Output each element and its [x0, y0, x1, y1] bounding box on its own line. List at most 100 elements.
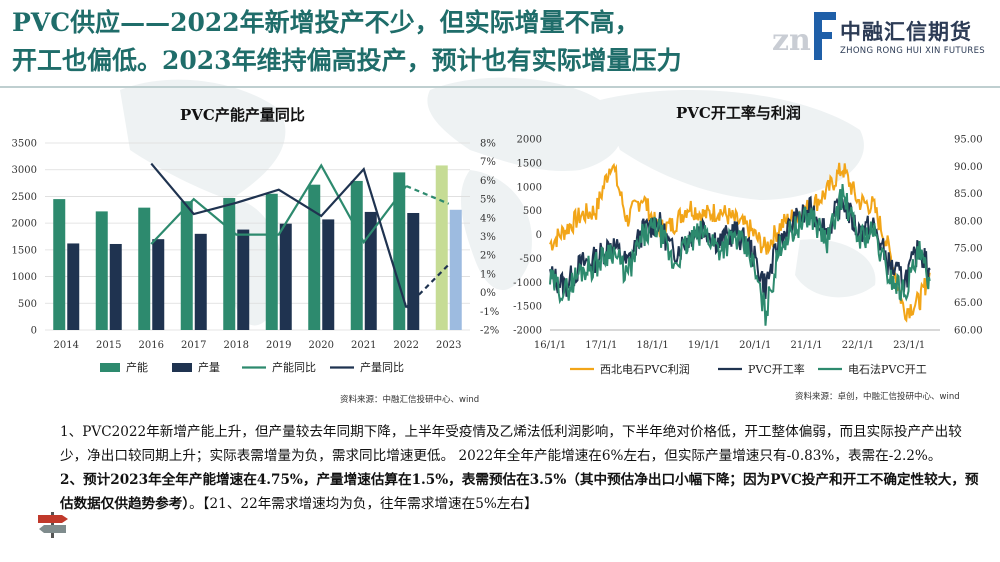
- y-left-tick-label: -2000: [513, 326, 542, 337]
- line-northwest-pvc-profit: [549, 162, 931, 323]
- x-tick-label: 2016: [139, 340, 164, 351]
- y-left-tick-label: -1500: [513, 302, 542, 313]
- line-output-yoy-forecast: [405, 263, 450, 309]
- y-left-tick-label: 2000: [517, 135, 542, 146]
- y-right-tick-label: 65.00: [954, 298, 983, 309]
- y-left-tick-label: 0: [536, 230, 542, 241]
- legend-label: PVC开工率: [748, 362, 805, 376]
- y-right-tick-label: 70.00: [954, 271, 983, 282]
- x-tick-label: 18/1/1: [637, 340, 669, 351]
- y-right-tick-label: 60.00: [954, 326, 983, 337]
- x-tick-label: 2023: [436, 340, 461, 351]
- legend-label: 产量: [198, 360, 220, 374]
- logo-icon: zn: [772, 12, 836, 60]
- y-right-tick-label: 3%: [480, 232, 496, 243]
- bar-capacity: [53, 199, 66, 330]
- logo-chinese-name: 中融汇信期货: [840, 20, 972, 44]
- bar-capacity: [223, 198, 236, 330]
- legend-label: 西北电石PVC利润: [600, 362, 690, 376]
- x-tick-label: 2021: [351, 340, 376, 351]
- chart2-title: PVC开工率与利润: [676, 104, 801, 122]
- paragraph-2-bold: 2、预计2023年全年产能增速在4.75%，产量增速估算在1.5%，表需预估在3…: [60, 472, 979, 512]
- paragraph-1: 1、PVC2022年新增产能上升，但产量较去年同期下降，上半年受疫情及乙烯法低利…: [60, 424, 962, 464]
- y-left-tick-label: 1500: [517, 158, 542, 169]
- y-left-tick-label: 1000: [12, 272, 37, 283]
- y-right-tick-label: -1%: [480, 307, 499, 318]
- legend-label: 产能同比: [272, 360, 316, 374]
- paragraph-2: 2、预计2023年全年产能增速在4.75%，产量增速估算在1.5%，表需预估在3…: [60, 468, 980, 516]
- bar-capacity: [308, 184, 321, 330]
- bar-capacity: [95, 211, 108, 330]
- chart2-source: 资料来源：卓创，中融汇信投研中心、wind: [795, 392, 960, 402]
- x-tick-label: 16/1/1: [534, 340, 566, 351]
- bar-output: [449, 209, 462, 330]
- line-carbide-pvc-operating-rate: [549, 184, 931, 326]
- bar-output: [364, 211, 377, 330]
- page-title: PVC供应——2022年新增投产不少，但实际增量不高， 开工也偏低。2023年维…: [12, 4, 772, 80]
- y-left-tick-label: 2000: [12, 219, 37, 230]
- legend-swatch: [100, 363, 120, 372]
- x-tick-label: 2015: [96, 340, 121, 351]
- y-left-tick-label: 1000: [517, 182, 542, 193]
- bar-output: [279, 223, 292, 330]
- x-tick-label: 22/1/1: [842, 340, 874, 351]
- x-tick-label: 2018: [224, 340, 249, 351]
- y-right-tick-label: 0%: [480, 288, 496, 299]
- y-right-tick-label: 2%: [480, 251, 496, 262]
- y-right-tick-label: 1%: [480, 269, 496, 280]
- y-right-tick-label: 90.00: [954, 162, 983, 173]
- chart1-title: PVC产能产量同比: [180, 106, 305, 124]
- y-left-tick-label: 500: [18, 299, 37, 310]
- bar-capacity: [138, 207, 151, 330]
- x-tick-label: 19/1/1: [688, 340, 720, 351]
- y-right-tick-label: 4%: [480, 213, 496, 224]
- line-pvc-operating-rate: [549, 190, 931, 299]
- y-right-tick-label: 7%: [480, 157, 496, 168]
- legend-swatch: [172, 363, 192, 372]
- title-line-1: PVC供应——2022年新增投产不少，但实际增量不高，: [12, 8, 640, 37]
- logo-english-name: ZHONG RONG HUI XIN FUTURES: [840, 46, 986, 56]
- y-left-tick-label: -1000: [513, 278, 542, 289]
- chart1-source: 资料来源：中融汇信投研中心、wind: [340, 395, 480, 405]
- y-right-tick-label: 80.00: [954, 216, 983, 227]
- y-left-tick-label: 2500: [12, 192, 37, 203]
- y-right-tick-label: 85.00: [954, 189, 983, 200]
- signpost-icon: [38, 512, 68, 538]
- y-left-tick-label: 1500: [12, 245, 37, 256]
- bar-output: [194, 233, 207, 330]
- capacity-output-chart: 0 500 1000 1500 2000 2500 3000 3500 -2% -1% 0% 1% 2%…: [12, 139, 500, 375]
- line-capacity-yoy: [150, 163, 408, 245]
- x-tick-label: 2014: [54, 340, 79, 351]
- x-tick-label: 2020: [309, 340, 334, 351]
- y-right-tick-label: 5%: [480, 195, 496, 206]
- bar-output: [407, 212, 420, 330]
- x-tick-label: 21/1/1: [790, 340, 822, 351]
- bar-capacity: [265, 193, 278, 330]
- y-right-tick-label: 8%: [480, 139, 496, 150]
- y-right-tick-label: 75.00: [954, 244, 983, 255]
- paragraph-2-normal: 。【21、22年需求增速均为负，往年需求增速在5%左右】: [189, 496, 538, 512]
- y-left-tick-label: 3500: [12, 139, 37, 150]
- line-capacity-yoy-forecast: [405, 184, 450, 205]
- y-right-tick-label: 6%: [480, 176, 496, 187]
- y-left-tick-label: -500: [520, 254, 542, 265]
- bar-output: [322, 219, 335, 330]
- x-tick-label: 2019: [266, 340, 291, 351]
- y-left-tick-label: 500: [523, 206, 542, 217]
- bar-output: [109, 243, 122, 330]
- bar-output: [152, 239, 165, 330]
- bar-output: [237, 229, 250, 330]
- analysis-text: 1、PVC2022年新增产能上升，但产量较去年同期下降，上半年受疫情及乙烯法低利…: [60, 420, 980, 516]
- bar-capacity: [435, 165, 448, 330]
- y-right-tick-label: 95.00: [954, 135, 983, 146]
- y-right-tick-label: -2%: [480, 326, 499, 337]
- header-divider: [0, 86, 1000, 88]
- x-tick-label: 17/1/1: [585, 340, 617, 351]
- company-logo: zn 中融汇信期货 ZHONG RONG HUI XIN FUTURES: [770, 8, 995, 66]
- title-line-2: 开工也偏低。2023年维持偏高投产，预计也有实际增量压力: [12, 46, 682, 75]
- legend-label: 产量同比: [360, 360, 404, 374]
- y-left-tick-label: 0: [31, 326, 37, 337]
- bar-capacity: [180, 201, 193, 330]
- bar-output: [67, 243, 80, 330]
- bar-capacity: [350, 180, 363, 330]
